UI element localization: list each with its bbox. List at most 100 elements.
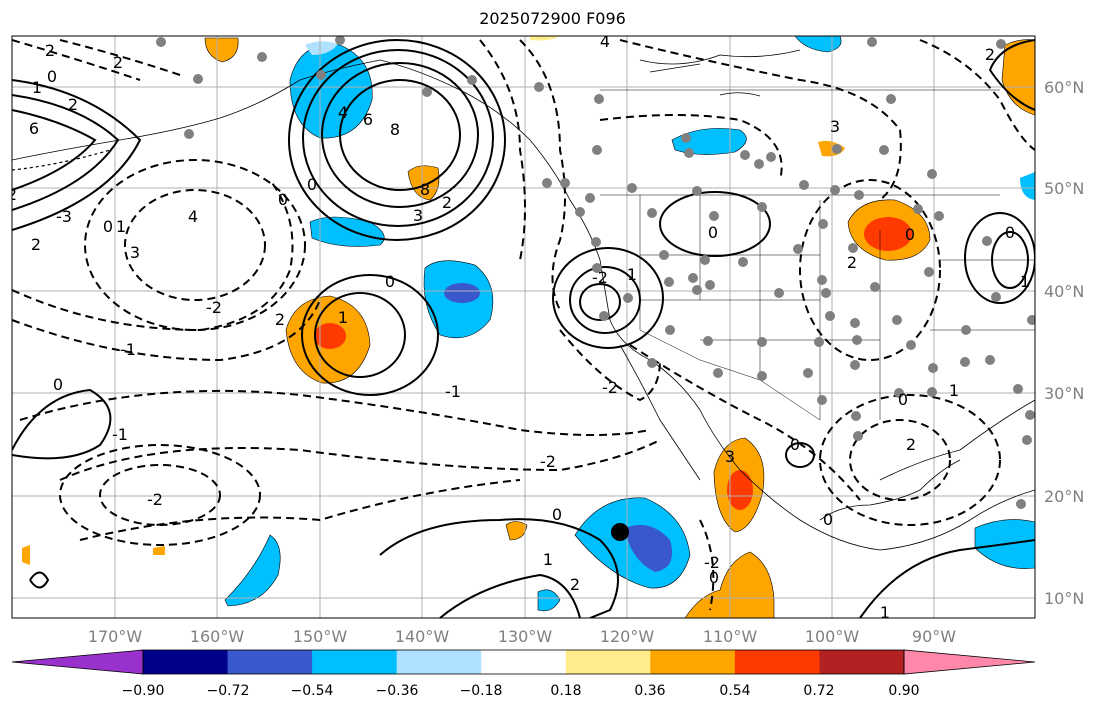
contour-label: -3: [56, 207, 72, 226]
lon-label-160w: 160°W: [189, 627, 245, 646]
lon-label-130w: 130°W: [497, 627, 553, 646]
contour-label: 2: [985, 45, 995, 64]
lon-label-110w: 110°W: [702, 627, 758, 646]
coastlines: [12, 49, 1035, 551]
contour-label: 4: [338, 103, 348, 122]
contour-label: 2: [68, 95, 78, 114]
lon-label-100w: 100°W: [804, 627, 860, 646]
contour-label: 2: [442, 193, 452, 212]
colorbar-left-extension: [11, 649, 144, 675]
lat-label-30n: 30°N: [1044, 384, 1085, 403]
lon-label-120w: 120°W: [599, 627, 655, 646]
contour-label: 2: [31, 235, 41, 254]
colorbar-segment: [481, 650, 567, 674]
lat-label-20n: 20°N: [1044, 487, 1085, 506]
contour-label: 2: [45, 41, 55, 60]
contour-label: 4: [188, 207, 198, 226]
contour-label: -1: [112, 425, 128, 444]
lon-label-140w: 140°W: [394, 627, 450, 646]
contour-label: -2: [206, 298, 222, 317]
colorbar-tick-label: −0.72: [206, 683, 250, 699]
contours-thin: [12, 149, 111, 171]
contour-label: 0: [103, 217, 113, 236]
colorbar-segment: [819, 650, 905, 674]
lon-label-150w: 150°W: [292, 627, 348, 646]
colorbar-segment: [143, 650, 229, 674]
colorbar-segment: [227, 650, 313, 674]
colorbar-segment: [650, 650, 736, 674]
map-frame: [11, 35, 1036, 619]
contour-label: 2: [7, 185, 17, 204]
colorbar-segment: [565, 650, 651, 674]
contour-label: 1: [880, 603, 890, 622]
contour-label: 0: [898, 390, 908, 409]
contour-label: -1: [445, 382, 461, 401]
colorbar-tick-label: 0.72: [803, 683, 835, 699]
colorbar-segment: [734, 650, 820, 674]
contour-label: 0: [790, 435, 800, 454]
contour-label: 6: [29, 119, 39, 138]
contours-dashed: [12, 39, 1035, 611]
contour-label: -2: [540, 452, 556, 471]
lon-label-170w: 170°W: [87, 627, 143, 646]
contour-label: 1: [949, 381, 959, 400]
contour-label: 8: [420, 180, 430, 199]
lat-label-10n: 10°N: [1044, 589, 1085, 608]
contour-label: -2: [147, 490, 163, 509]
contour-label: 3: [830, 117, 840, 136]
lat-label-60n: 60°N: [1044, 78, 1085, 97]
contour-label: 1: [543, 550, 553, 569]
contour-label: 1: [116, 217, 126, 236]
contour-label: 3: [413, 206, 423, 225]
contour-label: -2: [592, 268, 608, 287]
contour-label: 2: [113, 53, 123, 72]
contour-label: 0: [708, 223, 718, 242]
graticule: [12, 36, 1035, 618]
contour-label: 2: [906, 435, 916, 454]
contour-label: 0: [47, 67, 57, 86]
contour-label: 4: [600, 32, 610, 51]
colorbar-tick-label: −0.54: [290, 683, 334, 699]
contour-label: 8: [390, 120, 400, 139]
contour-label: 0: [905, 225, 915, 244]
colorbar-right-extension: [903, 649, 1036, 675]
lon-label-90w: 90°W: [911, 627, 957, 646]
contour-label: -2: [704, 553, 720, 572]
contour-label: -2: [602, 378, 618, 397]
map-title: 2025072900 F096: [479, 9, 626, 28]
contour-label: 0: [278, 190, 288, 209]
lat-label-50n: 50°N: [1044, 179, 1085, 198]
contour-label: 1: [627, 265, 637, 284]
lat-label-40n: 40°N: [1044, 282, 1085, 301]
contour-label: 1: [32, 78, 42, 97]
contour-label: 6: [363, 110, 373, 129]
contour-label: 0: [307, 175, 317, 194]
political-borders: [600, 89, 1035, 421]
colorbar-tick-label: 0.90: [888, 683, 920, 699]
colorbar-segment: [312, 650, 398, 674]
contour-label: 2: [570, 575, 580, 594]
contour-label: -1: [120, 340, 136, 359]
storm-center-marker: [611, 523, 629, 541]
colorbar-tick-label: −0.90: [121, 683, 165, 699]
colorbar-tick-label: −0.36: [375, 683, 419, 699]
colorbar-tick-label: 0.36: [634, 683, 666, 699]
colorbar-segment: [396, 650, 482, 674]
contour-label: 0: [552, 505, 562, 524]
colorbar: [11, 649, 1036, 675]
station-markers: [156, 36, 1035, 509]
shaded-anomaly-fields: [22, 36, 1035, 618]
contour-label: 0: [1005, 223, 1015, 242]
colorbar-tick-label: 0.54: [719, 683, 751, 699]
contour-label: 0: [823, 510, 833, 529]
contour-label: 0: [709, 568, 719, 587]
contour-label: 0: [385, 272, 395, 291]
contour-label: 2: [847, 253, 857, 272]
colorbar-tick-label: −0.18: [459, 683, 503, 699]
contour-label: 2: [275, 310, 285, 329]
contour-label: 3: [130, 243, 140, 262]
contour-label: 1: [338, 308, 348, 327]
contour-label: 1: [1020, 272, 1030, 291]
